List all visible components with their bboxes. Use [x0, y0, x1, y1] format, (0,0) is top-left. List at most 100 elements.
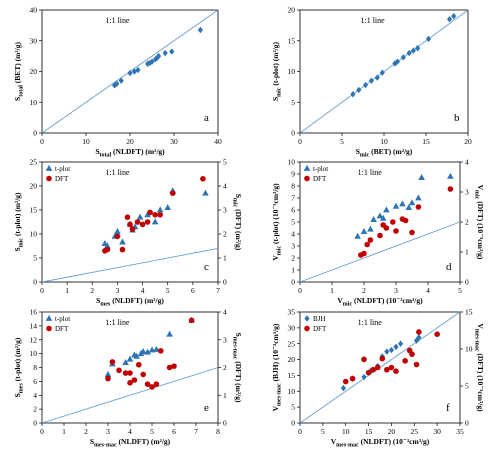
legend-marker [46, 175, 52, 182]
legend-marker [45, 314, 53, 321]
t-plot-point [104, 370, 112, 377]
t-plot-point [136, 213, 144, 220]
t-plot-point [133, 352, 140, 359]
y-tick-label: 6 [33, 377, 37, 386]
reference-line-1-1 [299, 221, 461, 283]
panel-letter: b [454, 112, 460, 124]
x-axis-label: Vmic (NLDFT) (10⁻³cm³/g) [337, 296, 423, 308]
series-point [362, 81, 369, 89]
dft-point [127, 379, 133, 386]
x-axis-label: Smes-mac (NLDFT) (m²/g) [90, 437, 171, 449]
bjh-point [388, 346, 395, 354]
y-tick-label: 20 [30, 67, 38, 76]
y-axis-label: Smic (t-plot) (m²/g) [13, 192, 25, 252]
t-plot-point [392, 202, 400, 209]
annotation-1-1-line: 1:1 line [358, 168, 383, 177]
dft-point [370, 366, 376, 373]
y-tick-label: 9 [291, 170, 295, 179]
series-point [114, 80, 120, 87]
series-point [392, 60, 398, 67]
y2-tick-label: 2 [465, 218, 469, 227]
series-point [410, 47, 416, 54]
series-point [149, 58, 155, 65]
y2-tick-label: 1 [223, 391, 227, 400]
x-tick-label: 4 [128, 427, 132, 436]
y-tick-label: 15 [288, 36, 296, 45]
y-tick-label: 10 [30, 349, 38, 358]
dft-point [365, 369, 372, 376]
y-tick-label: 0 [291, 419, 295, 428]
dft-point [171, 363, 177, 369]
reference-line-1-1 [41, 247, 219, 283]
x-tick-label: 3 [394, 286, 398, 295]
dft-point [374, 364, 381, 371]
dft-point [434, 331, 440, 338]
dft-point [393, 228, 399, 234]
y-tick-label: 5 [291, 218, 295, 227]
series-point [394, 58, 401, 65]
dft-point [169, 190, 176, 196]
series-point [197, 26, 203, 34]
panel-letter: c [204, 261, 209, 273]
dft-point [393, 368, 399, 375]
bjh-point [397, 340, 404, 347]
x-tick-label: 1 [330, 286, 334, 295]
series-point [415, 44, 421, 52]
x-tick-label: 25 [411, 427, 419, 436]
y2-axis-label: Vmic (DFT) (10⁻³cm³/g) [474, 185, 486, 260]
t-plot-point [376, 212, 384, 219]
legend-marker [46, 325, 52, 332]
y2-tick-label: 0 [465, 419, 469, 428]
y2-tick-label: 0 [223, 419, 227, 428]
x-tick-label: 1 [62, 427, 66, 436]
dft-point [402, 358, 408, 364]
legend-marker [304, 325, 310, 332]
dft-point [409, 229, 415, 236]
dft-point [140, 371, 146, 378]
annotation-1-1-line: 1:1 line [105, 318, 130, 327]
bjh-point [340, 384, 347, 392]
y-tick-label: 2 [33, 405, 37, 414]
x-tick-label: 5 [458, 286, 462, 295]
panel-letter: e [204, 402, 209, 414]
y2-tick-label: 3 [465, 188, 469, 197]
t-plot-point [164, 204, 172, 210]
x-tick-label: 15 [365, 427, 373, 436]
x-tick-label: 1 [65, 286, 69, 295]
x-tick-label: 7 [194, 427, 198, 436]
x-tick-label: 35 [456, 427, 464, 436]
series-point [118, 77, 124, 84]
dft-point [147, 209, 153, 216]
x-tick-label: 10 [342, 427, 350, 436]
t-plot-point [447, 172, 454, 179]
dft-point [114, 233, 121, 240]
x-tick-label: 10 [82, 137, 90, 146]
x-tick-label: 3 [106, 427, 110, 436]
t-plot-point [114, 228, 121, 234]
dft-point [384, 366, 390, 373]
y-tick-label: 0 [291, 278, 295, 287]
series-point [135, 66, 141, 74]
y-tick-label: 40 [30, 6, 38, 15]
dft-point [361, 250, 367, 257]
x-tick-label: 40 [214, 137, 222, 146]
x-tick-label: 6 [191, 286, 195, 295]
y-tick-label: 2 [291, 254, 295, 263]
dft-point [342, 378, 349, 385]
x-tick-label: 2 [84, 427, 88, 436]
t-plot-point [144, 348, 151, 355]
x-tick-label: 20 [464, 137, 472, 146]
dft-point [153, 381, 160, 387]
y2-tick-label: 5 [223, 158, 227, 167]
y2-tick-label: 0 [465, 278, 469, 287]
series-point [425, 35, 432, 43]
y-tick-label: 25 [30, 158, 38, 167]
y-tick-label: 0 [33, 278, 37, 287]
dft-point [361, 356, 367, 363]
dft-point [149, 384, 155, 390]
dft-point [379, 355, 386, 362]
dft-point [349, 375, 356, 382]
y-tick-label: 12 [30, 335, 38, 344]
y2-tick-label: 15 [465, 308, 473, 317]
